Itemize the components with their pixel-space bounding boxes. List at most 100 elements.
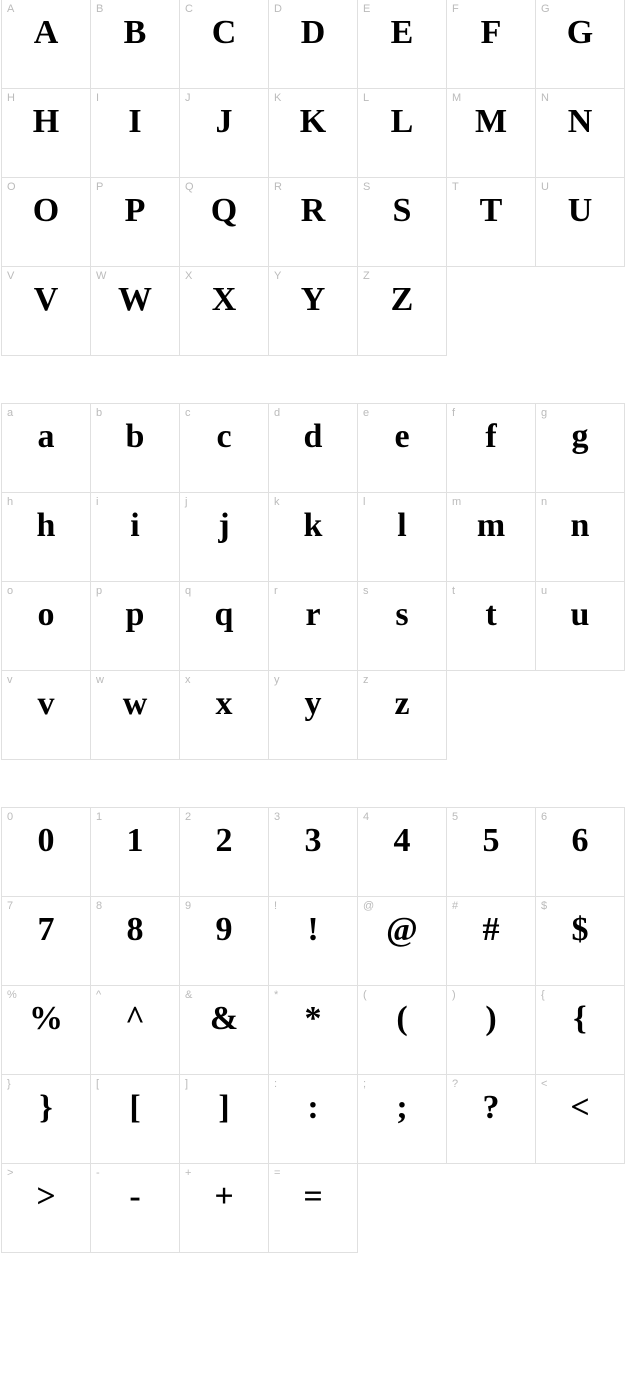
glyph-cell[interactable]: ** — [268, 985, 358, 1075]
glyph-cell[interactable]: cc — [179, 403, 269, 493]
glyph-cell[interactable]: YY — [268, 266, 358, 356]
cell-key: e — [363, 407, 369, 419]
glyph-cell[interactable]: ;; — [357, 1074, 447, 1164]
glyph-cell[interactable]: yy — [268, 670, 358, 760]
glyph-cell[interactable]: bb — [90, 403, 180, 493]
cell-glyph: ) — [447, 1002, 535, 1036]
glyph-cell[interactable]: HH — [1, 88, 91, 178]
cell-key: L — [363, 92, 369, 104]
glyph-cell[interactable]: UU — [535, 177, 625, 267]
glyph-cell[interactable]: WW — [90, 266, 180, 356]
glyph-cell[interactable]: >> — [1, 1163, 91, 1253]
glyph-cell[interactable]: MM — [446, 88, 536, 178]
glyph-cell[interactable]: ^^ — [90, 985, 180, 1075]
glyph-cell[interactable]: }} — [1, 1074, 91, 1164]
glyph-cell[interactable]: 55 — [446, 807, 536, 897]
glyph-cell[interactable]: JJ — [179, 88, 269, 178]
glyph-cell[interactable]: SS — [357, 177, 447, 267]
glyph-cell[interactable]: OO — [1, 177, 91, 267]
glyph-cell[interactable]: ii — [90, 492, 180, 582]
glyph-cell[interactable]: {{ — [535, 985, 625, 1075]
glyph-cell[interactable]: oo — [1, 581, 91, 671]
cell-key: w — [96, 674, 104, 686]
glyph-cell[interactable]: NN — [535, 88, 625, 178]
glyph-cell[interactable]: %% — [1, 985, 91, 1075]
glyph-cell[interactable]: == — [268, 1163, 358, 1253]
glyph-cell[interactable]: kk — [268, 492, 358, 582]
glyph-cell[interactable]: ]] — [179, 1074, 269, 1164]
glyph-cell[interactable]: 22 — [179, 807, 269, 897]
glyph-cell[interactable]: uu — [535, 581, 625, 671]
glyph-cell[interactable]: 99 — [179, 896, 269, 986]
cell-glyph: ? — [447, 1091, 535, 1125]
glyph-cell[interactable]: gg — [535, 403, 625, 493]
glyph-cell[interactable]: LL — [357, 88, 447, 178]
glyph-cell[interactable]: ee — [357, 403, 447, 493]
glyph-cell[interactable]: FF — [446, 0, 536, 89]
glyph-cell[interactable]: VV — [1, 266, 91, 356]
glyph-cell[interactable]: PP — [90, 177, 180, 267]
glyph-cell[interactable]: nn — [535, 492, 625, 582]
glyph-cell[interactable]: [[ — [90, 1074, 180, 1164]
cell-key: 1 — [96, 811, 102, 823]
glyph-cell[interactable]: BB — [90, 0, 180, 89]
cell-key: [ — [96, 1078, 99, 1090]
cell-glyph: * — [269, 1002, 357, 1036]
glyph-cell[interactable]: @@ — [357, 896, 447, 986]
glyph-cell[interactable]: pp — [90, 581, 180, 671]
glyph-cell[interactable]: AA — [1, 0, 91, 89]
glyph-cell[interactable]: II — [90, 88, 180, 178]
glyph-cell[interactable]: 00 — [1, 807, 91, 897]
glyph-cell[interactable]: QQ — [179, 177, 269, 267]
glyph-cell[interactable]: 88 — [90, 896, 180, 986]
glyph-cell[interactable]: dd — [268, 403, 358, 493]
glyph-cell[interactable]: xx — [179, 670, 269, 760]
glyph-cell[interactable]: CC — [179, 0, 269, 89]
glyph-cell[interactable]: 11 — [90, 807, 180, 897]
cell-key: Y — [274, 270, 281, 282]
glyph-cell[interactable]: :: — [268, 1074, 358, 1164]
glyph-cell[interactable]: ?? — [446, 1074, 536, 1164]
glyph-cell[interactable]: ## — [446, 896, 536, 986]
glyph-cell[interactable]: 44 — [357, 807, 447, 897]
glyph-cell[interactable]: rr — [268, 581, 358, 671]
glyph-cell[interactable]: -- — [90, 1163, 180, 1253]
glyph-cell[interactable]: mm — [446, 492, 536, 582]
glyph-cell[interactable]: )) — [446, 985, 536, 1075]
glyph-cell[interactable]: qq — [179, 581, 269, 671]
glyph-cell[interactable]: tt — [446, 581, 536, 671]
glyph-cell[interactable]: ww — [90, 670, 180, 760]
glyph-cell[interactable]: && — [179, 985, 269, 1075]
cell-glyph: Q — [180, 194, 268, 228]
cell-key: K — [274, 92, 281, 104]
cell-key: y — [274, 674, 280, 686]
cell-glyph: r — [269, 598, 357, 632]
glyph-cell[interactable]: XX — [179, 266, 269, 356]
glyph-cell[interactable]: 77 — [1, 896, 91, 986]
glyph-cell[interactable]: 66 — [535, 807, 625, 897]
glyph-cell[interactable]: hh — [1, 492, 91, 582]
glyph-cell[interactable]: ++ — [179, 1163, 269, 1253]
glyph-cell[interactable]: TT — [446, 177, 536, 267]
glyph-cell[interactable]: GG — [535, 0, 625, 89]
glyph-cell[interactable]: ll — [357, 492, 447, 582]
glyph-cell[interactable]: ss — [357, 581, 447, 671]
glyph-cell[interactable]: !! — [268, 896, 358, 986]
glyph-cell[interactable]: ZZ — [357, 266, 447, 356]
cell-glyph: t — [447, 598, 535, 632]
glyph-cell[interactable]: << — [535, 1074, 625, 1164]
glyph-cell[interactable]: $$ — [535, 896, 625, 986]
glyph-cell[interactable]: (( — [357, 985, 447, 1075]
cell-key: < — [541, 1078, 547, 1090]
cell-key: V — [7, 270, 14, 282]
glyph-cell[interactable]: 33 — [268, 807, 358, 897]
glyph-cell[interactable]: zz — [357, 670, 447, 760]
glyph-cell[interactable]: KK — [268, 88, 358, 178]
glyph-cell[interactable]: jj — [179, 492, 269, 582]
glyph-cell[interactable]: ff — [446, 403, 536, 493]
glyph-cell[interactable]: RR — [268, 177, 358, 267]
glyph-cell[interactable]: aa — [1, 403, 91, 493]
glyph-cell[interactable]: EE — [357, 0, 447, 89]
glyph-cell[interactable]: DD — [268, 0, 358, 89]
glyph-cell[interactable]: vv — [1, 670, 91, 760]
